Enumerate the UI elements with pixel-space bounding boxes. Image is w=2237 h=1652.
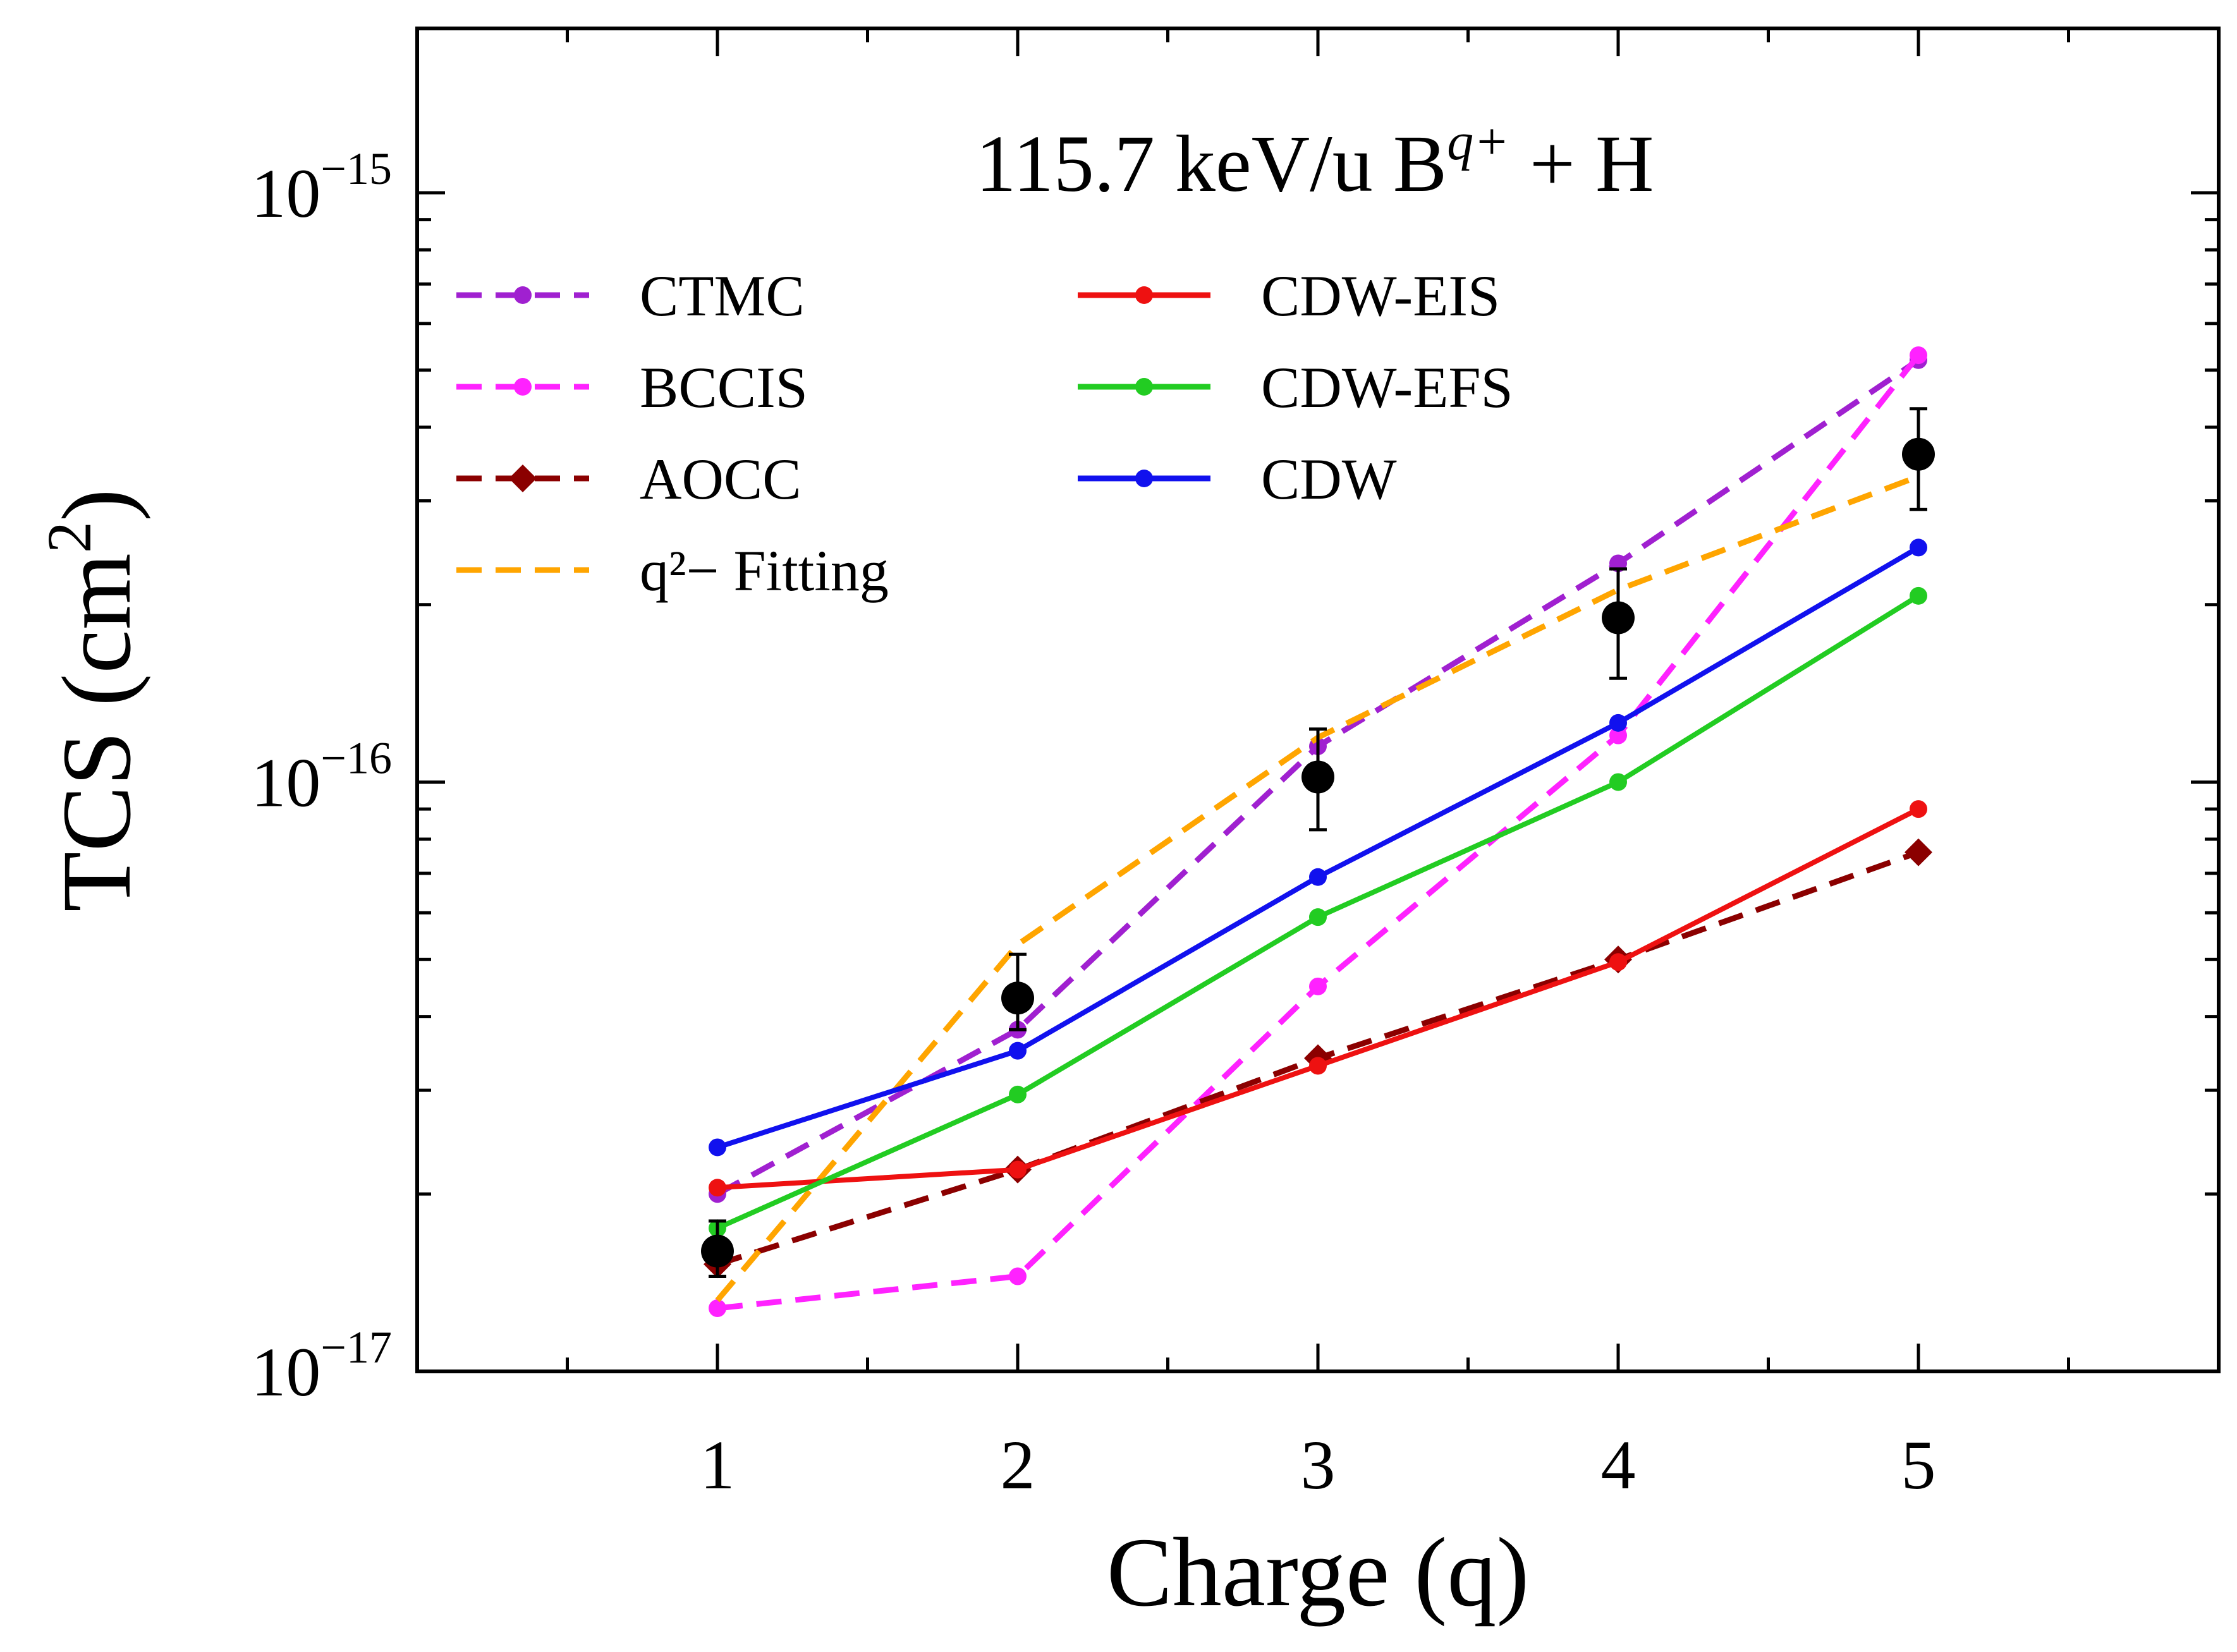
x-axis-label: Charge (q) bbox=[1107, 1517, 1530, 1627]
y-axis-label-tail: ) bbox=[42, 489, 151, 521]
legend-marker-cdw-efs bbox=[1135, 378, 1153, 396]
data-point-cdw bbox=[709, 1138, 726, 1157]
data-point-cdw-eis bbox=[1609, 953, 1627, 971]
data-point-cdw bbox=[1309, 868, 1327, 886]
x-tick-label: 1 bbox=[700, 1426, 735, 1503]
y-axis-label-superscript: 2 bbox=[34, 521, 104, 553]
legend: CTMC BCCIS AOCC q²− Fitting CDW-EIS CDW-EFS CD… bbox=[456, 264, 1513, 603]
legend-label-cdw-eis: CDW-EIS bbox=[1261, 264, 1500, 328]
y-axis-label: TCS (cm2) bbox=[34, 489, 151, 912]
chart-title: 115.7 keV/u Bq+ + H bbox=[976, 112, 1654, 209]
data-point-cdw-eis bbox=[1009, 1160, 1027, 1179]
y-tick-label: 10−15 bbox=[251, 143, 392, 232]
legend-marker-aocc bbox=[509, 465, 537, 492]
data-point-cdw bbox=[1910, 538, 1927, 557]
legend-label-cdw: CDW bbox=[1261, 447, 1397, 511]
legend-label-aocc: AOCC bbox=[640, 447, 802, 511]
data-point-bccis bbox=[1309, 977, 1327, 995]
chart-title-tail: + H bbox=[1509, 119, 1654, 209]
plot-area bbox=[701, 346, 1935, 1318]
data-point-aocc bbox=[1905, 838, 1932, 866]
legend-marker-ctmc bbox=[514, 286, 532, 304]
data-point-cdw bbox=[1609, 714, 1627, 732]
data-point-bccis bbox=[1009, 1267, 1027, 1285]
y-tick-label: 10−16 bbox=[251, 732, 392, 821]
data-point-bccis bbox=[709, 1299, 726, 1318]
legend-marker-cdw-eis bbox=[1135, 286, 1153, 304]
data-point-cdw-efs bbox=[1309, 908, 1327, 926]
x-tick-label: 3 bbox=[1301, 1426, 1336, 1503]
x-tick-label: 5 bbox=[1901, 1426, 1936, 1503]
legend-label-cdw-efs: CDW-EFS bbox=[1261, 355, 1513, 420]
legend-label-bccis: BCCIS bbox=[640, 355, 808, 420]
legend-marker-bccis bbox=[514, 378, 532, 396]
data-point-bccis bbox=[1910, 346, 1927, 365]
data-point-cdw-efs bbox=[1910, 586, 1927, 605]
plot-frame bbox=[415, 27, 2221, 1373]
legend-label-q-fitting: q²− Fitting bbox=[640, 538, 889, 603]
y-tick-label: 10−17 bbox=[251, 1322, 392, 1411]
data-point-cdw-efs bbox=[1609, 773, 1627, 791]
axis-ticks: 1 2 3 4 5 10−15 10−16 10−17 bbox=[251, 28, 2219, 1503]
data-point-cdw-eis bbox=[1309, 1057, 1327, 1075]
experiment-point bbox=[1301, 760, 1334, 794]
data-point-cdw-eis bbox=[1910, 800, 1927, 818]
data-point-bccis bbox=[1609, 726, 1627, 744]
experiment-point bbox=[1602, 601, 1635, 635]
experiment-point bbox=[701, 1234, 734, 1268]
legend-label-ctmc: CTMC bbox=[640, 264, 805, 328]
data-point-cdw-efs bbox=[1009, 1085, 1027, 1103]
x-tick-label: 4 bbox=[1601, 1426, 1636, 1503]
chart-title-superscript: q+ bbox=[1447, 112, 1509, 171]
experiment-point bbox=[1902, 437, 1935, 471]
x-tick-label: 2 bbox=[1001, 1426, 1035, 1503]
data-point-cdw bbox=[1009, 1042, 1027, 1060]
legend-marker-cdw bbox=[1135, 470, 1153, 487]
data-point-cdw-eis bbox=[709, 1179, 726, 1197]
experiment-point bbox=[1001, 981, 1034, 1015]
